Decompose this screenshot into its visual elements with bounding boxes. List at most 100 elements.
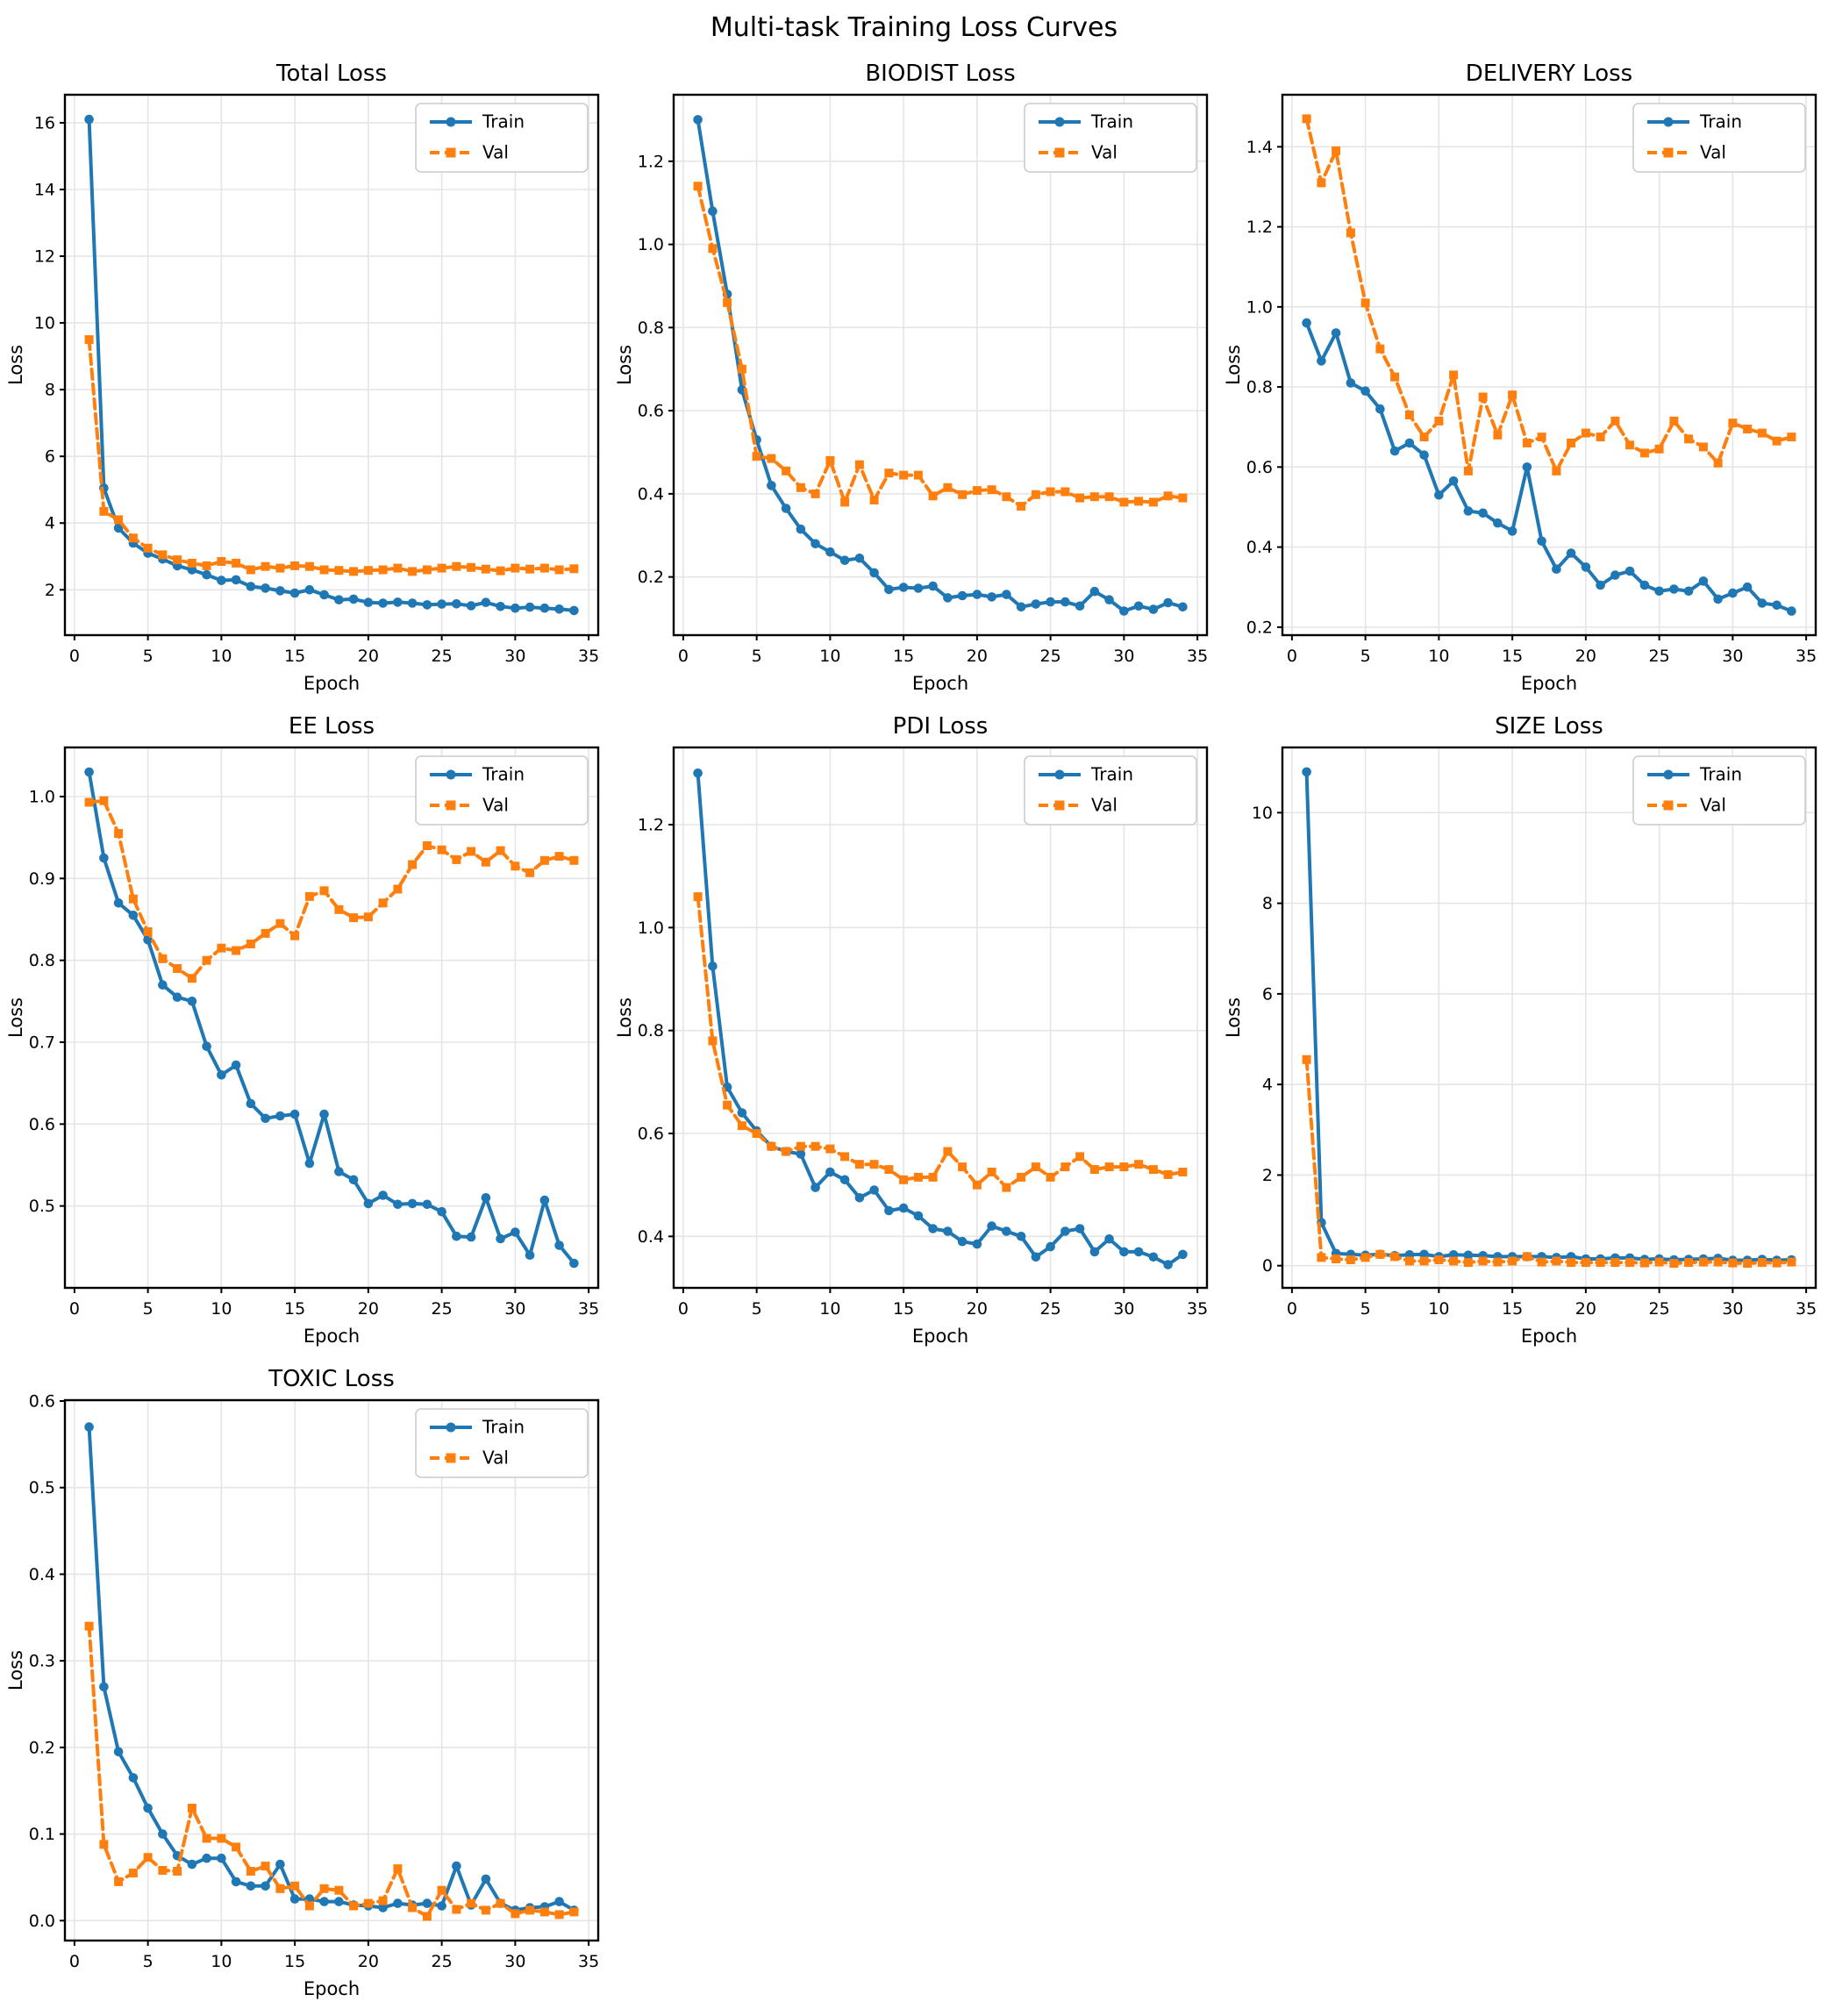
- svg-text:1.2: 1.2: [638, 152, 664, 171]
- svg-text:30: 30: [1722, 647, 1743, 666]
- series-train: [1302, 318, 1796, 616]
- svg-text:12: 12: [34, 247, 55, 267]
- legend-label: Train: [1090, 111, 1133, 132]
- svg-text:15: 15: [1502, 1299, 1523, 1319]
- svg-text:0: 0: [69, 1299, 80, 1319]
- svg-text:20: 20: [967, 647, 988, 666]
- svg-text:35: 35: [578, 1299, 599, 1319]
- legend: Train Val: [1024, 103, 1197, 173]
- svg-text:20: 20: [967, 1299, 988, 1319]
- svg-text:0.7: 0.7: [29, 1033, 55, 1053]
- y-axis-label: Loss: [1225, 997, 1244, 1038]
- legend-label: Train: [482, 764, 525, 785]
- legend-label: Val: [1091, 795, 1118, 816]
- x-axis-label: Epoch: [1521, 1326, 1577, 1347]
- y-axis-label: Loss: [7, 1650, 26, 1691]
- svg-text:30: 30: [1113, 647, 1134, 666]
- svg-text:0.1: 0.1: [29, 1825, 55, 1844]
- chart-delivery-loss: DELIVERY Loss 0 5 10 15 20 25 30 35 0.2 0.4 0.6 0.8 1…: [1221, 56, 1828, 709]
- chart-total-loss: Total Loss 0 5 10 15 20 25 30 35 2 4 6 8 10 12 14 16 Epoc…: [4, 56, 612, 709]
- svg-text:0.8: 0.8: [1246, 378, 1273, 397]
- svg-text:0.6: 0.6: [1246, 458, 1273, 477]
- series-val: [693, 182, 1188, 511]
- chart-title: TOXIC Loss: [268, 1366, 395, 1392]
- svg-text:0: 0: [1287, 1299, 1297, 1319]
- svg-text:6: 6: [45, 447, 55, 467]
- svg-text:4: 4: [1262, 1076, 1273, 1095]
- legend: Train Val: [415, 1408, 589, 1478]
- svg-text:0.2: 0.2: [1246, 618, 1273, 637]
- svg-text:35: 35: [1796, 1299, 1817, 1319]
- chart-svg: BIODIST Loss 0 5 10 15 20 25 30 35 0.2 0.4 0.6 0.8 1.…: [616, 56, 1217, 700]
- svg-text:0.6: 0.6: [29, 1391, 55, 1411]
- svg-text:20: 20: [358, 1299, 379, 1319]
- legend-label: Val: [482, 795, 509, 816]
- x-axis-label: Epoch: [303, 673, 360, 694]
- svg-text:10: 10: [819, 1299, 840, 1319]
- chart-svg: TOXIC Loss 0 5 10 15 20 25 30 35 0.0 0.1 0.2 0.3 0.4 0…: [7, 1362, 609, 2005]
- series-train: [693, 115, 1188, 616]
- svg-text:1.0: 1.0: [1246, 297, 1273, 317]
- page-title: Multi-task Training Loss Curves: [710, 12, 1118, 43]
- legend-label: Val: [1700, 142, 1726, 163]
- chart-title: Total Loss: [275, 61, 387, 87]
- svg-text:1.0: 1.0: [638, 919, 664, 938]
- svg-text:1.2: 1.2: [638, 816, 664, 835]
- x-axis-label: Epoch: [303, 1326, 360, 1347]
- svg-text:2: 2: [45, 581, 55, 600]
- svg-text:0.2: 0.2: [638, 568, 664, 587]
- svg-text:0.6: 0.6: [29, 1115, 55, 1134]
- y-axis-label: Loss: [7, 997, 26, 1038]
- svg-text:20: 20: [1575, 647, 1596, 666]
- svg-text:0.5: 0.5: [29, 1197, 55, 1216]
- svg-text:10: 10: [1428, 647, 1449, 666]
- svg-text:0.4: 0.4: [638, 484, 664, 504]
- svg-text:5: 5: [752, 1299, 762, 1319]
- chart-pdi-loss: PDI Loss 0 5 10 15 20 25 30 35 0.4 0.6 0.8 1.0 1.2 Epo…: [612, 709, 1221, 1362]
- chart-svg: SIZE Loss 0 5 10 15 20 25 30 35 0 2 4 6 8 10 Epoch Loss T…: [1225, 709, 1826, 1353]
- chart-biodist-loss: BIODIST Loss 0 5 10 15 20 25 30 35 0.2 0.4 0.6 0.8 1.…: [612, 56, 1221, 709]
- series-val: [84, 1621, 579, 1921]
- chart-ee-loss: EE Loss 0 5 10 15 20 25 30 35 0.5 0.6 0.7 0.8 0.9 1.0 E…: [4, 709, 612, 1362]
- y-axis-label: Loss: [1225, 345, 1244, 385]
- svg-text:25: 25: [432, 1299, 453, 1319]
- chart-title: DELIVERY Loss: [1466, 61, 1632, 87]
- legend: Train Val: [415, 755, 589, 826]
- svg-text:35: 35: [578, 647, 599, 666]
- series-train: [693, 769, 1188, 1269]
- legend-label: Train: [1090, 764, 1133, 785]
- svg-text:0.8: 0.8: [638, 318, 664, 338]
- legend: Train Val: [1632, 103, 1806, 173]
- chart-svg: PDI Loss 0 5 10 15 20 25 30 35 0.4 0.6 0.8 1.0 1.2 Epo…: [616, 709, 1217, 1353]
- legend: Train Val: [415, 103, 589, 173]
- series-train: [84, 767, 579, 1269]
- svg-text:1.2: 1.2: [1246, 218, 1273, 237]
- svg-text:5: 5: [752, 647, 762, 666]
- svg-text:30: 30: [504, 647, 525, 666]
- svg-text:0.5: 0.5: [29, 1478, 55, 1498]
- svg-text:2: 2: [1262, 1166, 1273, 1185]
- legend-label: Train: [1699, 764, 1742, 785]
- svg-text:0.8: 0.8: [29, 951, 55, 970]
- legend-label: Val: [1700, 795, 1726, 816]
- svg-text:15: 15: [284, 1299, 305, 1319]
- svg-text:10: 10: [1428, 1299, 1449, 1319]
- svg-text:15: 15: [284, 647, 305, 666]
- svg-text:5: 5: [1360, 647, 1371, 666]
- svg-text:20: 20: [358, 647, 379, 666]
- svg-text:25: 25: [432, 647, 453, 666]
- legend-label: Train: [482, 111, 525, 132]
- empty-cell: [612, 1362, 1221, 2014]
- svg-text:0: 0: [69, 647, 80, 666]
- svg-text:35: 35: [1187, 647, 1208, 666]
- svg-text:1.0: 1.0: [29, 788, 55, 807]
- svg-text:14: 14: [34, 180, 55, 199]
- y-axis-label: Loss: [616, 345, 635, 385]
- svg-text:16: 16: [34, 113, 55, 132]
- chart-size-loss: SIZE Loss 0 5 10 15 20 25 30 35 0 2 4 6 8 10 Epoch Loss T…: [1221, 709, 1828, 1362]
- svg-text:25: 25: [1040, 1299, 1061, 1319]
- svg-text:10: 10: [34, 314, 55, 333]
- svg-text:10: 10: [819, 647, 840, 666]
- svg-text:30: 30: [1722, 1299, 1743, 1319]
- svg-text:30: 30: [1113, 1299, 1134, 1319]
